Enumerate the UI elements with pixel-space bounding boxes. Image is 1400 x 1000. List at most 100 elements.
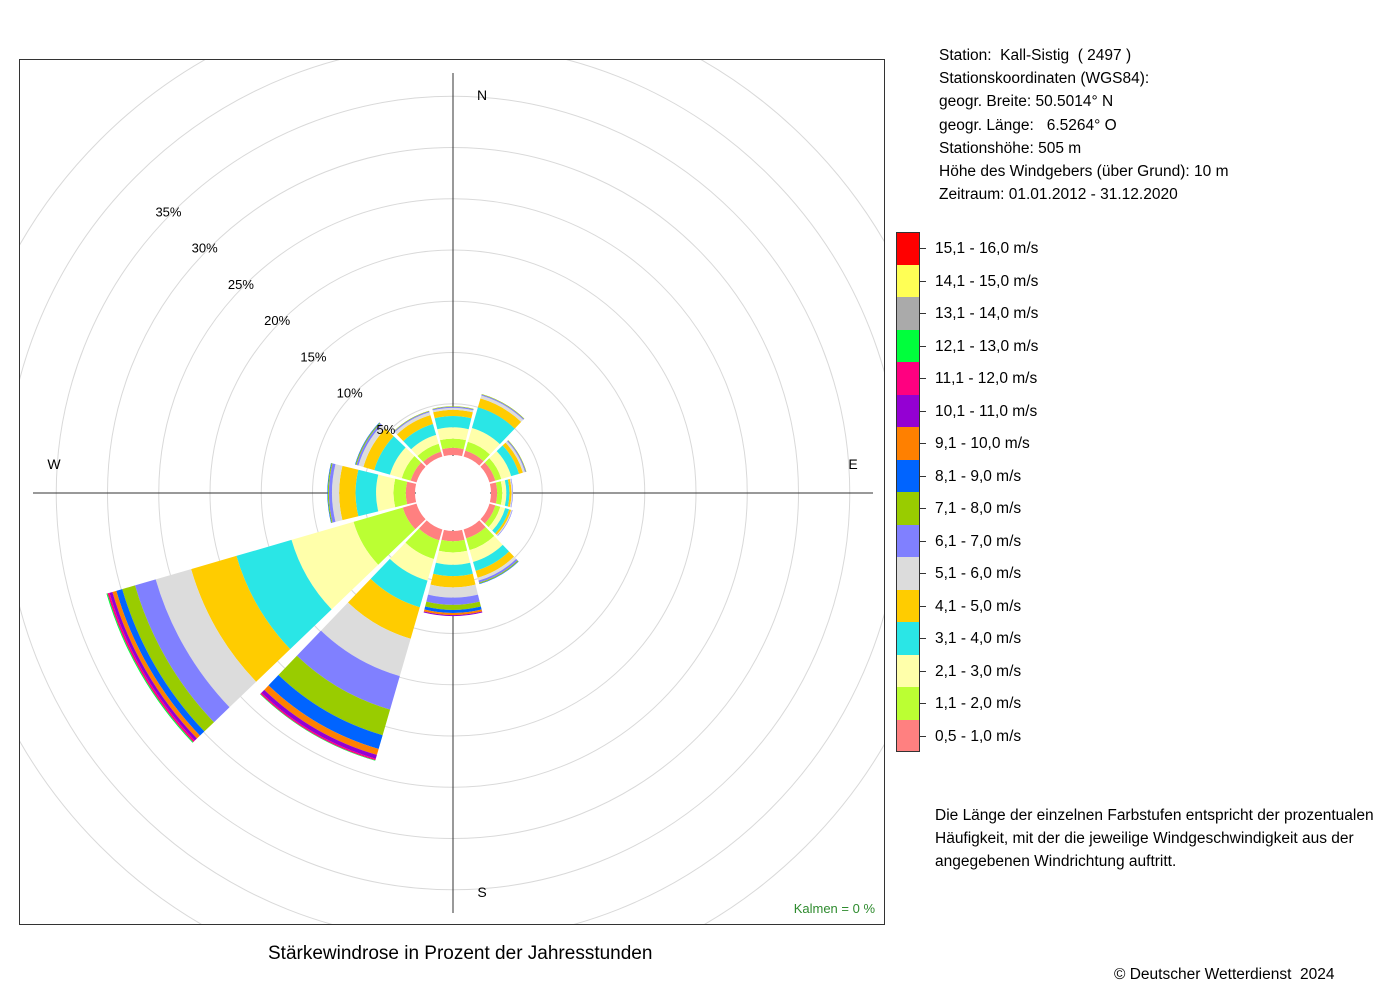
- rose-segment: [423, 611, 483, 617]
- legend-tick: [920, 540, 926, 542]
- anemometer-height: Höhe des Windgebers (über Grund): 10 m: [939, 163, 1229, 181]
- rose-segment: [475, 551, 515, 578]
- station-info: Station: Kall-Sistig ( 2497 ) Stationsko…: [939, 44, 1228, 206]
- rose-segment: [473, 544, 510, 571]
- legend-swatch: [896, 622, 920, 655]
- rose-segment: [496, 445, 520, 477]
- legend-label: 5,1 - 6,0 m/s: [935, 565, 1022, 582]
- rose-segment: [433, 409, 473, 419]
- rose-segment: [402, 503, 426, 530]
- rose-segment: [393, 478, 408, 508]
- rose-segment: [327, 463, 333, 523]
- speed-legend: 15,1 - 16,0 m/s 14,1 - 15,0 m/s 13,1 - 14,…: [895, 232, 1095, 754]
- ring-label: 5%: [376, 422, 395, 437]
- rose-segment: [488, 506, 506, 531]
- rose-segment: [442, 447, 464, 457]
- ring-label: 25%: [228, 277, 254, 292]
- legend-label: 0,5 - 1,0 m/s: [935, 727, 1022, 745]
- legend-label: 13,1 - 14,0 m/s: [935, 305, 1039, 322]
- rose-segment: [291, 521, 379, 610]
- note-line-3: angegebenen Windrichtung auftritt.: [935, 853, 1177, 870]
- note-line-1: Die Länge der einzelnen Farbstufen entsp…: [935, 807, 1374, 824]
- legend-item: 15,1 - 16,0 m/s: [895, 232, 1095, 265]
- rose-segment: [441, 529, 465, 542]
- rose-segment: [469, 535, 503, 562]
- rose-segment: [396, 415, 433, 442]
- rose-segment: [394, 412, 431, 435]
- calms-label: Kalmen = 0 %: [794, 901, 876, 916]
- legend-label: 8,1 - 9,0 m/s: [935, 467, 1022, 485]
- legend-swatch: [896, 524, 920, 557]
- wind-rose-plot: 5% 10% 15% 20% 25% 30% 35% N E S W Kalmen = 0 %: [19, 59, 885, 925]
- time-period: Zeitraum: 01.01.2012 - 31.12.2020: [939, 186, 1178, 204]
- rose-segment: [510, 478, 514, 508]
- rose-segment: [492, 508, 510, 534]
- rose-segment: [331, 464, 343, 522]
- legend-swatch: [896, 394, 920, 427]
- ring-label: 30%: [192, 241, 218, 256]
- rose-segment: [389, 447, 415, 479]
- rose-segment: [505, 441, 525, 473]
- rose-segment: [432, 407, 474, 413]
- compass-label-s: S: [477, 884, 486, 900]
- legend-label: 1,1 - 2,0 m/s: [935, 695, 1022, 712]
- rose-segment: [116, 589, 205, 736]
- legend-swatch: [896, 654, 920, 687]
- legend-swatch: [896, 329, 920, 362]
- ring-label: 20%: [264, 313, 290, 328]
- legend-tick: [920, 475, 926, 477]
- rose-segment: [410, 462, 426, 483]
- rose-segment: [356, 423, 382, 466]
- legend-label: 6,1 - 7,0 m/s: [935, 532, 1022, 550]
- legend-item: 6,1 - 7,0 m/s: [895, 524, 1095, 557]
- rose-segment: [465, 441, 490, 462]
- rose-segment: [500, 480, 507, 506]
- rose-segment: [434, 416, 472, 430]
- rose-segment: [327, 463, 332, 523]
- legend-label: 14,1 - 15,0 m/s: [935, 272, 1039, 290]
- station-name: Station: Kall-Sistig ( 2497 ): [939, 47, 1132, 64]
- rose-segment: [425, 601, 481, 610]
- rose-segment: [480, 462, 496, 483]
- rose-segment: [480, 503, 496, 524]
- legend-item: 2,1 - 3,0 m/s: [895, 654, 1095, 687]
- rose-segment: [403, 424, 437, 450]
- rose-segment: [426, 594, 480, 605]
- legend-label: 4,1 - 5,0 m/s: [935, 597, 1022, 615]
- station-coordinates-heading: Stationskoordinaten (WGS84):: [939, 70, 1150, 88]
- rose-segment: [401, 456, 422, 481]
- legend-tick: [920, 313, 926, 314]
- rose-segment: [363, 428, 394, 471]
- rose-segment: [339, 465, 359, 521]
- legend-tick: [920, 410, 926, 412]
- compass-label-e: E: [848, 456, 857, 472]
- rose-segment: [122, 585, 214, 732]
- legend-swatch: [896, 459, 920, 492]
- legend-swatch: [896, 589, 920, 622]
- rose-segment: [495, 509, 512, 535]
- rose-segment: [296, 630, 400, 710]
- rose-segment: [477, 398, 522, 429]
- rose-segment: [467, 427, 500, 455]
- rose-segment: [489, 482, 498, 504]
- legend-swatch: [896, 362, 920, 395]
- rose-segment: [347, 578, 420, 639]
- legend-item: 8,1 - 9,0 m/s: [895, 459, 1095, 492]
- chart-title: Stärkewindrose in Prozent der Jahresstun…: [268, 943, 653, 964]
- legend-swatch: [896, 427, 920, 460]
- rose-segment: [437, 427, 469, 441]
- legend-tick: [920, 508, 926, 509]
- rose-segment: [440, 438, 466, 450]
- explanation-note: Die Länge der einzelnen Farbstufen entsp…: [935, 804, 1395, 873]
- legend-swatch: [896, 232, 920, 265]
- legend-swatch: [896, 297, 920, 330]
- legend-tick: [920, 605, 926, 607]
- rose-segment: [433, 562, 473, 577]
- rose-segment: [504, 479, 510, 507]
- rose-segment: [358, 424, 386, 467]
- rose-segment: [411, 434, 439, 456]
- rose-segment: [463, 450, 484, 466]
- rose-segment: [155, 569, 257, 708]
- copyright: © Deutscher Wetterdienst 2024: [1114, 966, 1335, 983]
- rose-segment: [489, 451, 512, 479]
